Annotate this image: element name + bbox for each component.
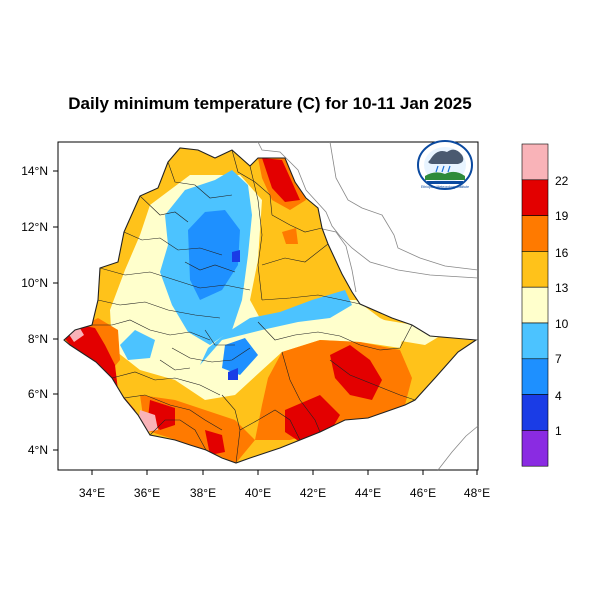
colorbar-swatch (521, 394, 549, 431)
colorbar-label-7: 7 (555, 352, 562, 366)
colorbar-swatch (521, 430, 549, 467)
lat-tick-10: 10°N (21, 276, 48, 290)
admin-boundaries (92, 149, 416, 464)
colorbar-label-19: 19 (555, 209, 569, 223)
lon-tick-46: 46°E (410, 486, 436, 500)
colorbar-swatch (521, 251, 549, 288)
colorbar-label-4: 4 (555, 389, 562, 403)
lon-tick-40: 40°E (245, 486, 271, 500)
colorbar-swatch (521, 215, 549, 252)
colorbar-label-16: 16 (555, 246, 569, 260)
institute-logo: Ethiopian Meteorology Institute (417, 140, 473, 190)
lon-tick-38: 38°E (190, 486, 216, 500)
lon-tick-42: 42°E (300, 486, 326, 500)
lon-tick-labels: 34°E 36°E 38°E 40°E 42°E 44°E 46°E 48°E (79, 486, 490, 500)
colorbar-labels: 22 19 16 13 10 7 4 1 (555, 174, 569, 438)
logo-caption: Ethiopian Meteorology Institute (421, 185, 469, 189)
lon-tick-48: 48°E (464, 486, 490, 500)
colorbar (521, 143, 549, 467)
lon-tick-36: 36°E (134, 486, 160, 500)
colorbar-label-1: 1 (555, 424, 562, 438)
colorbar-label-13: 13 (555, 281, 569, 295)
map-title: Daily minimum temperature (C) for 10-11 … (68, 94, 472, 113)
colorbar-swatch (521, 179, 549, 216)
lat-tick-8: 8°N (28, 332, 48, 346)
lat-tick-6: 6°N (28, 387, 48, 401)
lat-tick-14: 14°N (21, 164, 48, 178)
regional-coastlines (257, 141, 479, 471)
axis-ticks (53, 170, 478, 475)
colorbar-label-10: 10 (555, 317, 569, 331)
colorbar-swatch (521, 358, 549, 395)
lat-tick-12: 12°N (21, 220, 48, 234)
lon-tick-44: 44°E (355, 486, 381, 500)
lat-tick-labels: 4°N 6°N 8°N 10°N 12°N 14°N (21, 164, 48, 457)
colorbar-label-22: 22 (555, 174, 569, 188)
colorbar-swatch (521, 322, 549, 360)
lon-tick-34: 34°E (79, 486, 105, 500)
colorbar-swatch (521, 143, 549, 181)
colorbar-swatch (521, 286, 549, 324)
lat-tick-4: 4°N (28, 443, 48, 457)
country-outline (63, 147, 478, 464)
